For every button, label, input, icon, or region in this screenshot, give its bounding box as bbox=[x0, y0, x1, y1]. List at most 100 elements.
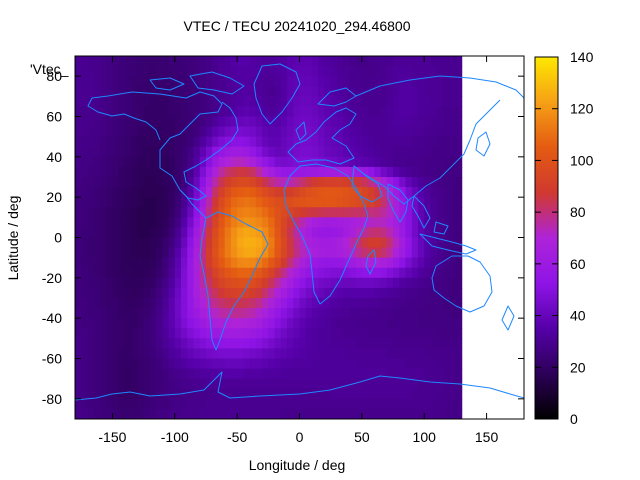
heatmap-cell bbox=[424, 136, 432, 148]
heatmap-cell bbox=[181, 398, 188, 410]
heatmap-cell bbox=[436, 106, 444, 118]
heatmap-cell bbox=[355, 368, 363, 380]
heatmap-cell bbox=[449, 287, 457, 299]
heatmap-cell bbox=[156, 277, 163, 289]
heatmap-cell bbox=[336, 66, 344, 77]
heatmap-cell bbox=[449, 378, 457, 390]
heatmap-cell bbox=[455, 348, 463, 360]
x-tick-label: 50 bbox=[354, 429, 370, 445]
heatmap-cell bbox=[212, 287, 220, 299]
heatmap-cell bbox=[324, 308, 332, 319]
heatmap-cell bbox=[386, 368, 394, 380]
heatmap-cell bbox=[380, 86, 388, 97]
heatmap-cell bbox=[187, 287, 195, 299]
heatmap-cell bbox=[187, 146, 195, 158]
heatmap-cell bbox=[299, 227, 307, 239]
heatmap-cell bbox=[255, 217, 263, 229]
heatmap-cell bbox=[131, 227, 138, 239]
heatmap-cell bbox=[417, 247, 425, 259]
heatmap-cell bbox=[224, 408, 232, 419]
heatmap-cell bbox=[305, 207, 313, 218]
heatmap-cell bbox=[442, 96, 450, 108]
heatmap-cell bbox=[386, 126, 394, 138]
heatmap-cell bbox=[230, 328, 238, 339]
heatmap-cell bbox=[99, 388, 107, 400]
heatmap-cell bbox=[174, 217, 182, 229]
heatmap-cell bbox=[324, 348, 332, 360]
heatmap-cell bbox=[380, 277, 388, 289]
heatmap-cell bbox=[424, 187, 432, 198]
heatmap-cell bbox=[193, 267, 201, 279]
heatmap-cell bbox=[411, 328, 419, 339]
heatmap-cell bbox=[143, 187, 151, 198]
heatmap-cell bbox=[212, 66, 220, 77]
heatmap-cell bbox=[318, 247, 326, 259]
heatmap-cell bbox=[149, 388, 157, 400]
heatmap-cell bbox=[399, 277, 407, 289]
heatmap-cell bbox=[87, 378, 95, 390]
heatmap-cell bbox=[255, 348, 263, 360]
heatmap-cell bbox=[262, 237, 269, 249]
heatmap-cell bbox=[336, 86, 344, 97]
heatmap-cell bbox=[305, 126, 313, 138]
heatmap-cell bbox=[330, 76, 338, 87]
heatmap-cell bbox=[75, 166, 82, 178]
heatmap-cell bbox=[274, 247, 282, 259]
heatmap-cell bbox=[212, 338, 220, 350]
heatmap-cell bbox=[343, 106, 350, 118]
heatmap-cell bbox=[243, 86, 251, 97]
heatmap-cell bbox=[218, 166, 226, 178]
heatmap-cell bbox=[405, 126, 413, 138]
heatmap-cell bbox=[380, 136, 388, 148]
heatmap-cell bbox=[442, 368, 450, 380]
heatmap-cell bbox=[268, 96, 276, 108]
heatmap-cell bbox=[287, 287, 294, 299]
heatmap-cell bbox=[393, 126, 400, 138]
heatmap-cell bbox=[411, 358, 419, 370]
heatmap-cell bbox=[349, 408, 357, 419]
heatmap-cell bbox=[87, 358, 95, 370]
heatmap-cell bbox=[361, 136, 369, 148]
heatmap-cell bbox=[230, 388, 238, 400]
heatmap-cell bbox=[255, 126, 263, 138]
heatmap-cell bbox=[118, 116, 126, 128]
heatmap-cell bbox=[324, 56, 332, 67]
heatmap-cell bbox=[93, 177, 101, 188]
heatmap-cell bbox=[218, 358, 226, 370]
heatmap-cell bbox=[205, 267, 213, 279]
heatmap-cell bbox=[262, 318, 269, 329]
heatmap-cell bbox=[405, 408, 413, 419]
heatmap-cell bbox=[343, 378, 350, 390]
heatmap-cell bbox=[393, 207, 400, 218]
heatmap-cell bbox=[199, 217, 207, 229]
heatmap-cell bbox=[436, 217, 444, 229]
heatmap-cell bbox=[249, 126, 257, 138]
heatmap-cell bbox=[287, 166, 294, 178]
heatmap-cell bbox=[181, 338, 188, 350]
heatmap-cell bbox=[324, 227, 332, 239]
heatmap-cell bbox=[218, 66, 226, 77]
heatmap-cell bbox=[193, 177, 201, 188]
heatmap-cell bbox=[81, 267, 89, 279]
heatmap-cell bbox=[162, 277, 170, 289]
heatmap-cell bbox=[168, 207, 176, 218]
heatmap-cell bbox=[386, 76, 394, 87]
heatmap-cell bbox=[212, 106, 220, 118]
heatmap-cell bbox=[287, 96, 294, 108]
heatmap-cell bbox=[168, 197, 176, 208]
heatmap-cell bbox=[149, 187, 157, 198]
heatmap-cell bbox=[361, 277, 369, 289]
heatmap-cell bbox=[449, 56, 457, 67]
heatmap-cell bbox=[318, 227, 326, 239]
heatmap-cell bbox=[436, 368, 444, 380]
y-tick-label: 0 bbox=[54, 230, 62, 246]
heatmap-cell bbox=[293, 66, 301, 77]
heatmap-cell bbox=[436, 328, 444, 339]
heatmap-cell bbox=[299, 146, 307, 158]
heatmap-cell bbox=[255, 368, 263, 380]
heatmap-cell bbox=[399, 267, 407, 279]
heatmap-cell bbox=[187, 348, 195, 360]
heatmap-cell bbox=[268, 76, 276, 87]
heatmap-cell bbox=[393, 298, 400, 309]
heatmap-cell bbox=[187, 187, 195, 198]
